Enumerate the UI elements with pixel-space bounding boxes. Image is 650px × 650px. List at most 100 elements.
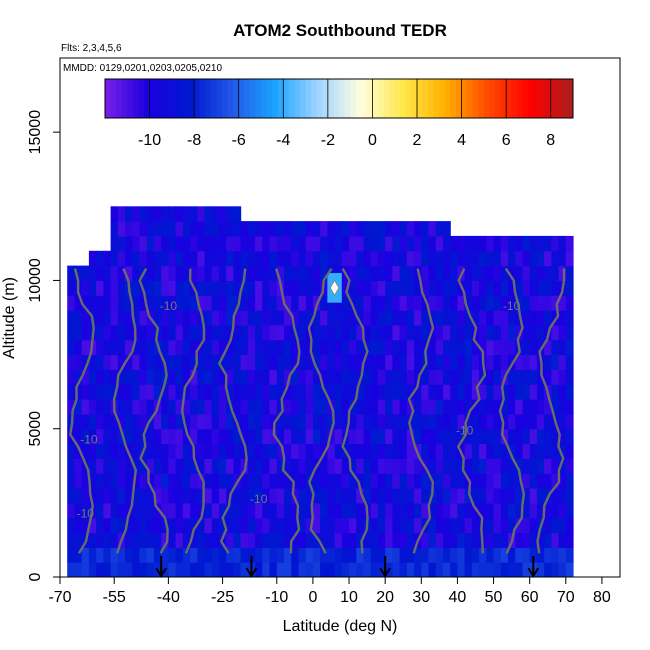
heatmap-cell bbox=[500, 324, 509, 341]
heatmap-cell bbox=[399, 517, 408, 534]
heatmap-cell bbox=[175, 532, 184, 548]
heatmap-cell bbox=[370, 428, 379, 445]
heatmap-cell bbox=[262, 502, 271, 519]
heatmap-cell bbox=[312, 517, 321, 534]
heatmap-cell bbox=[117, 250, 126, 267]
heatmap-cell bbox=[226, 428, 234, 445]
heatmap-cell bbox=[269, 369, 278, 385]
heatmap-cell bbox=[363, 310, 372, 326]
contour-line bbox=[112, 268, 138, 554]
heatmap-cell bbox=[558, 502, 567, 519]
heatmap-cell bbox=[197, 221, 206, 237]
heatmap-cell bbox=[522, 473, 531, 489]
heatmap-cell bbox=[211, 310, 220, 326]
heatmap-cell bbox=[500, 562, 509, 577]
heatmap-cell bbox=[219, 428, 227, 445]
heatmap-cell bbox=[522, 310, 531, 326]
heatmap-cell bbox=[536, 532, 545, 548]
heatmap-cell bbox=[515, 547, 523, 563]
heatmap-cell bbox=[493, 399, 502, 415]
heatmap-cell bbox=[341, 413, 350, 430]
heatmap-cell bbox=[197, 562, 206, 577]
heatmap-cell bbox=[536, 369, 545, 385]
heatmap-cell bbox=[139, 458, 148, 474]
heatmap-cell bbox=[96, 428, 104, 445]
heatmap-cell bbox=[558, 265, 567, 281]
contour-label: -10 bbox=[77, 507, 95, 521]
heatmap-cell bbox=[240, 221, 249, 237]
heatmap-cell bbox=[551, 532, 560, 548]
heatmap-cell bbox=[190, 384, 198, 400]
heatmap-cell bbox=[247, 502, 256, 519]
heatmap-cell bbox=[558, 354, 567, 370]
heatmap-cell bbox=[269, 310, 278, 326]
x-tick-label: 0 bbox=[308, 589, 317, 606]
heatmap-cell bbox=[536, 488, 545, 504]
heatmap-cell bbox=[385, 547, 393, 563]
heatmap-cell bbox=[450, 562, 458, 577]
heatmap-cell bbox=[515, 399, 523, 415]
heatmap-cell bbox=[486, 310, 495, 326]
heatmap-cell bbox=[421, 443, 430, 459]
heatmap-cell bbox=[276, 547, 285, 563]
heatmap-cell bbox=[255, 235, 263, 252]
heatmap-cell bbox=[479, 265, 487, 281]
heatmap-cell bbox=[464, 517, 473, 534]
heatmap-cell bbox=[284, 488, 292, 504]
heatmap-cell bbox=[190, 473, 198, 489]
heatmap-cell bbox=[211, 280, 220, 296]
heatmap-cell bbox=[110, 384, 119, 400]
heatmap-cell bbox=[457, 488, 466, 504]
heatmap-cell bbox=[421, 502, 430, 519]
heatmap-cell bbox=[522, 517, 531, 534]
heatmap-cell bbox=[161, 384, 169, 400]
heatmap-cell bbox=[457, 310, 466, 326]
heatmap-cell bbox=[450, 265, 458, 281]
heatmap-cell bbox=[146, 428, 155, 445]
heatmap-cell bbox=[399, 221, 408, 237]
heatmap-cell bbox=[103, 443, 112, 459]
heatmap-cell bbox=[312, 413, 321, 430]
heatmap-cell bbox=[363, 295, 372, 311]
heatmap-cell bbox=[67, 339, 75, 356]
heatmap-cell bbox=[247, 384, 256, 400]
heatmap-cell bbox=[500, 235, 509, 252]
heatmap-cell bbox=[67, 324, 75, 341]
heatmap-cell bbox=[240, 413, 249, 430]
heatmap-cell bbox=[349, 428, 357, 445]
heatmap-cell bbox=[320, 265, 328, 281]
heatmap-cell bbox=[175, 547, 184, 563]
heatmap-cell bbox=[334, 310, 343, 326]
heatmap-cell bbox=[341, 384, 350, 400]
heatmap-cell bbox=[284, 221, 292, 237]
heatmap-cell bbox=[377, 399, 386, 415]
heatmap-cell bbox=[464, 547, 473, 563]
heatmap-cell bbox=[370, 399, 379, 415]
heatmap-cell bbox=[414, 517, 422, 534]
heatmap-cell bbox=[255, 502, 263, 519]
heatmap-cell bbox=[471, 250, 480, 267]
heatmap-cell bbox=[529, 280, 538, 296]
heatmap-cell bbox=[493, 562, 502, 577]
heatmap-cell bbox=[103, 562, 112, 577]
heatmap-cell bbox=[298, 221, 307, 237]
heatmap-cell bbox=[168, 235, 177, 252]
heatmap-cell bbox=[182, 265, 191, 281]
heatmap-cell bbox=[125, 295, 133, 311]
heatmap-cell bbox=[247, 413, 256, 430]
heatmap-cell bbox=[161, 280, 169, 296]
heatmap-cell bbox=[385, 443, 393, 459]
heatmap-cell bbox=[428, 221, 437, 237]
x-tick-label: 20 bbox=[376, 589, 394, 606]
heatmap-cell bbox=[161, 458, 169, 474]
heatmap-cell bbox=[161, 221, 169, 237]
heatmap-cell bbox=[312, 384, 321, 400]
heatmap-cell bbox=[544, 532, 552, 548]
heatmap-cell bbox=[305, 221, 314, 237]
heatmap-cell bbox=[88, 399, 97, 415]
heatmap-cell bbox=[190, 413, 198, 430]
heatmap-cell bbox=[182, 532, 191, 548]
contour-line bbox=[138, 268, 169, 554]
heatmap-cell bbox=[190, 354, 198, 370]
heatmap-cell bbox=[565, 369, 574, 385]
